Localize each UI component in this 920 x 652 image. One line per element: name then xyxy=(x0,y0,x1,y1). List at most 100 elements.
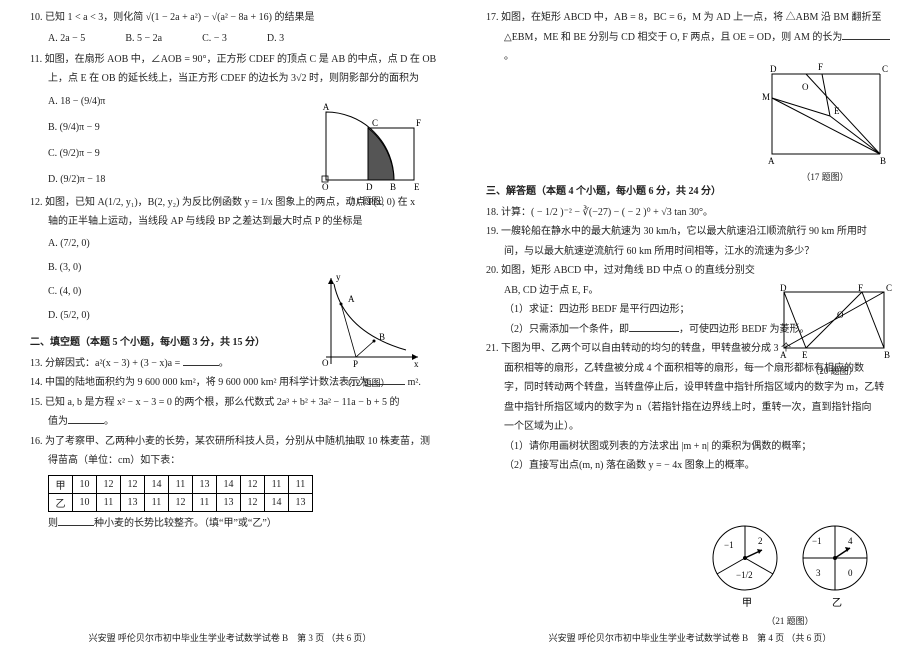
svg-text:C: C xyxy=(372,118,378,128)
q21-l6: （1）请你用画树状图或列表的方法求出 |m + n| 的乘积为偶数的概率； xyxy=(486,437,894,457)
svg-text:x: x xyxy=(414,359,419,369)
svg-text:O: O xyxy=(837,310,844,320)
figure-12-caption: （12 题图） xyxy=(306,376,426,389)
q19-l1: 19. 一艘轮船在静水中的最大航速为 30 km/h，它以最大航速沿江顺流航行 … xyxy=(486,222,894,242)
q13-text: 13. 分解因式：a²(x − 3) + (3 − x)a = xyxy=(30,358,183,369)
right-column: 17. 如图，在矩形 ABCD 中，AB = 8，BC = 6，M 为 AD 上… xyxy=(460,0,920,652)
q10-options: A. 2a − 5 B. 5 − 2a C. − 3 D. 3 xyxy=(30,28,438,50)
svg-text:C: C xyxy=(886,283,892,293)
svg-text:D: D xyxy=(366,182,373,190)
figure-17-svg: D F C M O E A B xyxy=(760,56,890,166)
q12-l2: 轴的正半轴上运动，当线段 AP 与线段 BP 之差达到最大时点 P 的坐标是 xyxy=(30,212,438,232)
cell: 13 xyxy=(289,493,313,511)
svg-text:D: D xyxy=(780,283,787,293)
q17-l2-text: △EBM，ME 和 BE 分别与 CD 相交于 O, F 两点，且 OE = O… xyxy=(504,32,842,43)
svg-text:E: E xyxy=(802,350,808,360)
svg-text:甲: 甲 xyxy=(742,598,752,609)
cell: 12 xyxy=(241,493,265,511)
cell: 12 xyxy=(121,475,145,493)
figure-17: D F C M O E A B （17 题图） xyxy=(760,56,890,183)
q21-l5: 一个区域为止）。 xyxy=(486,417,894,437)
svg-text:B: B xyxy=(379,332,385,342)
q10-opt-a: A. 2a − 5 xyxy=(48,28,85,50)
svg-text:E: E xyxy=(414,182,420,190)
cell: 11 xyxy=(193,493,217,511)
svg-text:A: A xyxy=(768,156,775,166)
svg-text:A: A xyxy=(323,102,330,112)
q16-l1: 16. 为了考察甲、乙两种小麦的长势，某农研所科技人员，分别从中随机抽取 10 … xyxy=(30,432,438,452)
q21-l3: 字，同时转动两个转盘，当转盘停止后，设甲转盘中指针所指区域内的数字为 m，乙转 xyxy=(486,378,894,398)
q16-d-text: 种小麦的长势比较整齐。（填“甲”或“乙”） xyxy=(94,518,277,529)
q16-table: 甲 10 12 12 14 11 13 14 12 11 11 乙 10 11 … xyxy=(48,475,313,512)
q20-l4a: （2）只需添加一个条件，即 xyxy=(504,324,629,335)
cell: 13 xyxy=(193,475,217,493)
svg-text:E: E xyxy=(834,106,840,116)
svg-text:0: 0 xyxy=(848,568,853,578)
figure-12-svg: y A B O P x xyxy=(306,272,426,372)
q13-blank xyxy=(183,356,219,366)
figure-11-svg: A C F O D B E xyxy=(306,100,426,190)
q10-opt-b: B. 5 − 2a xyxy=(125,28,162,50)
figure-21-caption: （21 题图） xyxy=(700,614,880,627)
figure-20: D F C O A E B （20 题图） xyxy=(774,282,894,377)
figure-21-svg: 2 −1 −1/2 甲 4 0 3 −1 乙 xyxy=(700,522,880,610)
figure-11-caption: （11 题图） xyxy=(306,194,426,207)
svg-text:A: A xyxy=(780,350,787,360)
cell: 12 xyxy=(169,493,193,511)
svg-text:F: F xyxy=(818,62,823,72)
svg-text:B: B xyxy=(880,156,886,166)
cell: 12 xyxy=(241,475,265,493)
svg-text:P: P xyxy=(353,359,358,369)
cell: 12 xyxy=(97,475,121,493)
q16-c-text: 则 xyxy=(48,518,58,529)
q12-opt-a: A. (7/2, 0) xyxy=(48,232,438,256)
figure-20-caption: （20 题图） xyxy=(774,364,894,377)
cell: 11 xyxy=(145,493,169,511)
svg-text:3: 3 xyxy=(816,568,821,578)
svg-text:D: D xyxy=(770,64,777,74)
svg-text:2: 2 xyxy=(758,536,763,546)
svg-text:y: y xyxy=(336,272,341,282)
cell: 10 xyxy=(73,493,97,511)
figure-21: 2 −1 −1/2 甲 4 0 3 −1 乙 （21 题图） xyxy=(700,522,880,627)
q18: 18. 计算：( − 1/2 )⁻² − ∛(−27) − ( − 2 )⁰ +… xyxy=(486,203,894,223)
figure-11: A C F O D B E （11 题图） xyxy=(306,100,426,207)
section3-title: 三、解答题（本题 4 个小题，每小题 6 分，共 24 分） xyxy=(486,181,894,203)
q11-l2: 上，点 E 在 OB 的延长线上，当正方形 CDEF 的边长为 3√2 时，则阴… xyxy=(30,69,438,89)
figure-12: y A B O P x （12 题图） xyxy=(306,272,426,389)
svg-text:F: F xyxy=(416,118,421,128)
q10-stem: 10. 已知 1 < a < 3，则化简 √(1 − 2a + a²) − √(… xyxy=(30,8,438,28)
q15-blank xyxy=(68,414,104,424)
q15-l2: 值为。 xyxy=(30,412,438,432)
q20-l1: 20. 如图，矩形 ABCD 中，过对角线 BD 中点 O 的直线分别交 xyxy=(486,261,894,281)
svg-text:M: M xyxy=(762,92,770,102)
q21-l4: 盘中指针所指区域内的数字为 n（若指针指在边界线上时，重转一次，直到指针指向 xyxy=(486,398,894,418)
left-column: 10. 已知 1 < a < 3，则化简 √(1 − 2a + a²) − √(… xyxy=(0,0,460,652)
svg-text:A: A xyxy=(348,294,355,304)
svg-text:F: F xyxy=(858,283,863,293)
cell: 11 xyxy=(289,475,313,493)
table-row-yi: 乙 10 11 13 11 12 11 13 12 14 13 xyxy=(49,493,313,511)
svg-text:O: O xyxy=(322,182,329,190)
q21-l7: （2）直接写出点(m, n) 落在函数 y = − 4x 图象上的概率。 xyxy=(486,456,894,476)
svg-text:4: 4 xyxy=(848,536,853,546)
svg-text:O: O xyxy=(802,82,809,92)
cell: 11 xyxy=(169,475,193,493)
left-footer: 兴安盟 呼伦贝尔市初中毕业生学业考试数学试卷 B 第 3 页 （共 6 页） xyxy=(0,631,460,644)
cell: 13 xyxy=(121,493,145,511)
cell: 11 xyxy=(265,475,289,493)
svg-text:B: B xyxy=(884,350,890,360)
right-footer: 兴安盟 呼伦贝尔市初中毕业生学业考试数学试卷 B 第 4 页 （共 6 页） xyxy=(460,631,920,644)
cell: 甲 xyxy=(49,475,73,493)
table-row-jia: 甲 10 12 12 14 11 13 14 12 11 11 xyxy=(49,475,313,493)
cell: 10 xyxy=(73,475,97,493)
q19-l2: 间，与以最大航速逆流航行 60 km 所用时间相等，江水的流速为多少？ xyxy=(486,242,894,262)
cell: 乙 xyxy=(49,493,73,511)
svg-text:C: C xyxy=(882,64,888,74)
q16-l2: 得苗高（单位：cm）如下表： xyxy=(30,451,438,471)
q10-opt-d: D. 3 xyxy=(267,28,284,50)
cell: 13 xyxy=(217,493,241,511)
q16-l3: 则 种小麦的长势比较整齐。（填“甲”或“乙”） xyxy=(30,514,438,534)
q15-l1: 15. 已知 a, b 是方程 x² − x − 3 = 0 的两个根，那么代数… xyxy=(30,393,438,413)
svg-text:−1: −1 xyxy=(812,536,822,546)
